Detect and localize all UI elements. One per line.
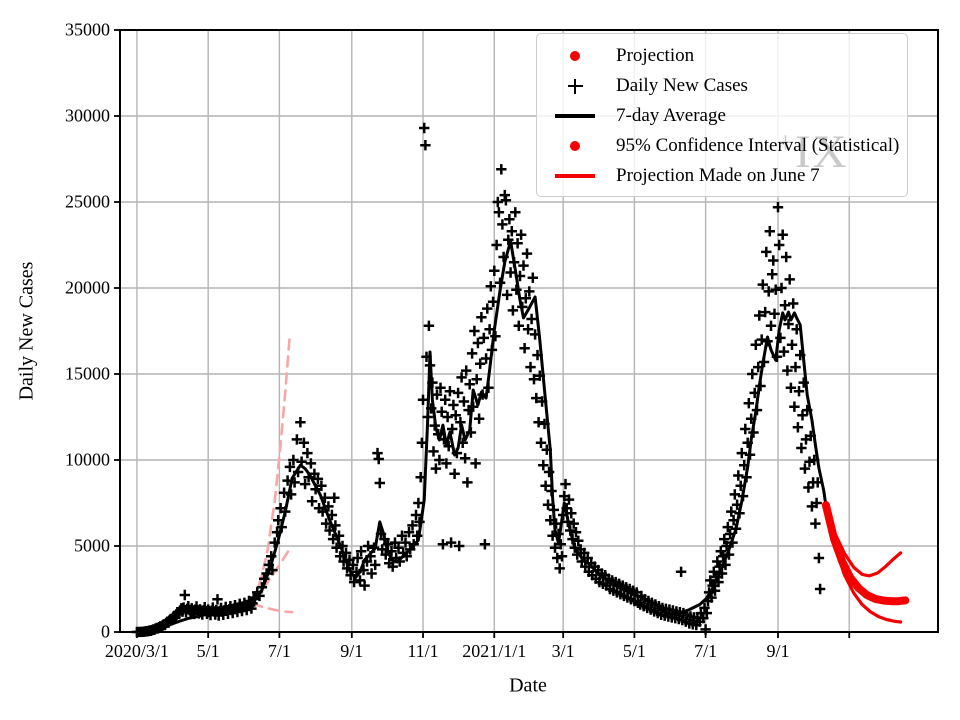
confidence-dot-icon bbox=[549, 141, 601, 151]
seven-day-average-line bbox=[136, 239, 828, 634]
legend-label: Projection bbox=[616, 45, 695, 66]
old-projection-dashed-line bbox=[251, 544, 294, 603]
x-tick-label: 11/1 bbox=[407, 641, 439, 661]
y-axis-title: Daily New Cases bbox=[15, 261, 38, 401]
old-projection-dashed-line bbox=[251, 602, 294, 614]
projection-line bbox=[821, 501, 910, 606]
x-tick-label: 3/1 bbox=[551, 641, 575, 661]
legend-item-7-day-average: 7-day Average bbox=[549, 102, 901, 130]
legend-item-95-confidence-interval: 95% Confidence Interval (Statistical) bbox=[549, 132, 901, 160]
old-projection-dashed-line bbox=[251, 333, 292, 603]
daily-new-cases-scatter bbox=[131, 122, 826, 638]
y-tick-label: 5000 bbox=[74, 535, 110, 556]
x-tick-label: 5/1 bbox=[196, 641, 220, 661]
y-tick-label: 0 bbox=[101, 621, 110, 642]
legend-item-projection-june-7: Projection Made on June 7 bbox=[549, 162, 901, 190]
legend-label: Daily New Cases bbox=[616, 75, 748, 96]
plot-border bbox=[119, 29, 939, 633]
legend-label: 7-day Average bbox=[616, 105, 726, 126]
y-tick-label: 25000 bbox=[65, 191, 110, 212]
legend-label: 95% Confidence Interval (Statistical) bbox=[616, 135, 900, 156]
average-line-icon bbox=[549, 114, 601, 118]
legend: Projection Daily New Cases 7-day Average… bbox=[536, 33, 908, 197]
y-tick-label: 10000 bbox=[65, 449, 110, 470]
x-tick-label: 5/1 bbox=[622, 641, 646, 661]
x-tick-label: 7/1 bbox=[267, 641, 291, 661]
y-tick-label: 20000 bbox=[65, 277, 110, 298]
x-tick-label: 2020/3/1 bbox=[104, 641, 169, 661]
x-tick-label: 2021/1/1 bbox=[462, 641, 527, 661]
x-tick-label: 9/1 bbox=[340, 641, 364, 661]
x-axis-title: Date bbox=[509, 674, 547, 697]
x-tick-label: 7/1 bbox=[694, 641, 718, 661]
legend-item-daily-new-cases: Daily New Cases bbox=[549, 72, 901, 100]
x-tick-label: 9/1 bbox=[766, 641, 790, 661]
projection-line-icon bbox=[549, 174, 601, 178]
legend-item-projection: Projection bbox=[549, 42, 901, 70]
plus-marker-icon bbox=[549, 78, 601, 94]
legend-label: Projection Made on June 7 bbox=[616, 165, 820, 186]
y-tick-label: 30000 bbox=[65, 105, 110, 126]
y-tick-label: 35000 bbox=[65, 19, 110, 40]
y-tick-label: 15000 bbox=[65, 363, 110, 384]
projection-dot-icon bbox=[549, 51, 601, 61]
